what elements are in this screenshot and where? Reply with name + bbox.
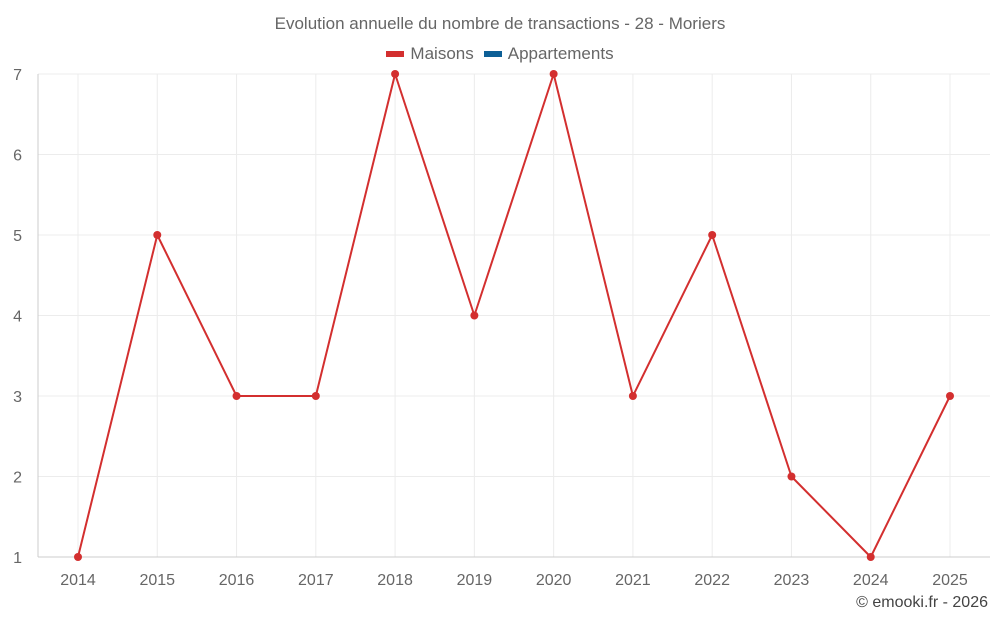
chart-title: Evolution annuelle du nombre de transact…	[274, 14, 726, 33]
data-point	[549, 70, 558, 78]
legend-label-maisons: Maisons	[410, 44, 474, 63]
x-tick-label: 2018	[377, 572, 413, 589]
data-point	[866, 553, 875, 561]
x-tick-label: 2025	[932, 572, 968, 589]
y-tick-label: 7	[13, 67, 22, 84]
legend-item-maisons[interactable]: Maisons	[386, 44, 474, 64]
x-tick-label: 2017	[298, 572, 334, 589]
data-point	[311, 392, 320, 400]
x-tick-label: 2016	[219, 572, 255, 589]
data-point	[153, 231, 162, 239]
y-tick-label: 4	[13, 309, 22, 326]
x-tick-label: 2022	[694, 572, 730, 589]
data-point	[946, 392, 954, 400]
data-point	[787, 472, 796, 481]
x-tick-label: 2020	[536, 572, 572, 589]
y-tick-label: 5	[13, 228, 22, 245]
y-tick-label: 1	[13, 550, 22, 567]
data-point	[74, 553, 82, 561]
series-line-maisons	[77, 73, 951, 558]
x-tick-label: 2021	[615, 572, 651, 589]
legend-label-appartements: Appartements	[507, 44, 614, 63]
data-point	[470, 311, 479, 320]
legend: Maisons Appartements	[0, 44, 1000, 64]
x-tick-label: 2015	[139, 572, 175, 589]
data-point	[232, 392, 241, 400]
legend-swatch-appartements	[483, 51, 502, 57]
x-tick-label: 2023	[774, 572, 810, 589]
y-tick-label: 2	[13, 470, 22, 487]
x-tick-label: 2019	[457, 572, 493, 589]
legend-swatch-maisons	[386, 51, 405, 57]
y-tick-label: 6	[13, 148, 22, 165]
x-tick-label: 2014	[60, 572, 96, 589]
x-tick-label: 2024	[853, 572, 889, 589]
copyright-credit: © emooki.fr - 2026	[856, 594, 988, 611]
legend-item-appartements[interactable]: Appartements	[483, 44, 614, 64]
data-point	[391, 70, 400, 78]
data-point	[708, 231, 717, 239]
data-point	[628, 392, 637, 400]
y-tick-label: 3	[13, 389, 22, 406]
